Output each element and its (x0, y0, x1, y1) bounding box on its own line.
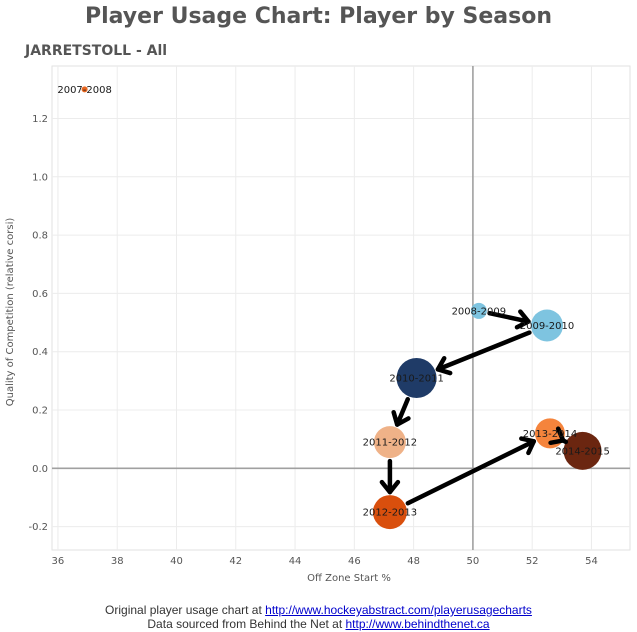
data-label: 2007-2008 (57, 85, 112, 96)
data-label: 2013-2014 (523, 429, 578, 440)
footer-line-1: Original player usage chart at http://ww… (0, 603, 637, 617)
trajectory-segment (405, 439, 537, 506)
x-tick-label: 46 (348, 556, 361, 567)
trajectory-arrowhead (379, 479, 401, 495)
y-tick-label: 0.2 (32, 406, 48, 417)
y-tick-label: 0.6 (32, 289, 48, 300)
data-point (470, 302, 487, 319)
x-tick-label: 44 (289, 556, 302, 567)
x-tick-label: 42 (229, 556, 242, 567)
data-label: 2008-2009 (452, 306, 507, 317)
scatter-chart: 36 38 40 42 44 46 48 50 52 54 -0.2 0.0 0.2 0.4 0.6 0.8 1… (5, 65, 631, 584)
y-tick-label: 1.0 (32, 172, 48, 183)
plot-area (51, 65, 631, 551)
x-tick-label: 48 (407, 556, 420, 567)
data-label: 2009-2010 (520, 321, 575, 332)
trajectory-segment (487, 310, 531, 324)
x-axis-label: Off Zone Start % (307, 573, 391, 584)
data-label: 2012-2013 (363, 508, 418, 519)
y-tick-label: 0.8 (32, 231, 48, 242)
x-tick-label: 38 (111, 556, 124, 567)
footer-line-2: Data sourced from Behind the Net at http… (0, 617, 637, 631)
trajectory-arrowhead (435, 355, 453, 376)
trajectory-arrowhead (514, 309, 531, 330)
data-point (563, 431, 602, 470)
data-point (373, 426, 406, 459)
data-point (372, 495, 407, 530)
x-tick-label: 54 (585, 556, 598, 567)
data-point (81, 86, 88, 93)
data-label: 2014-2015 (555, 446, 610, 457)
trajectory-segment (435, 330, 532, 372)
x-tick-label: 50 (467, 556, 480, 567)
data-point (396, 357, 437, 398)
y-tick-label: 1.2 (32, 114, 48, 125)
x-tick-label: 36 (52, 556, 65, 567)
hockeyabstract-link[interactable]: http://www.hockeyabstract.com/playerusag… (265, 603, 532, 617)
data-label: 2010-2011 (389, 373, 444, 384)
x-tick-label: 52 (526, 556, 539, 567)
chart-subtitle: JARRETSTOLL - All (25, 43, 168, 59)
chart-title: Player Usage Chart: Player by Season (84, 4, 553, 29)
y-axis-label: Quality of Competition (relative corsi) (5, 218, 16, 407)
y-tick-label: -0.2 (28, 522, 48, 533)
footer-line-2-text: Data sourced from Behind the Net at (147, 617, 346, 631)
behindthenet-link[interactable]: http://www.behindthenet.ca (345, 617, 490, 631)
trajectory-arrowhead (519, 436, 537, 456)
footer-line-1-text: Original player usage chart at (105, 603, 266, 617)
trajectory-arrowhead (391, 410, 411, 427)
trajectory-segment (394, 396, 411, 427)
data-point (531, 309, 564, 342)
y-tick-label: 0.0 (32, 464, 48, 475)
x-tick-label: 40 (170, 556, 183, 567)
trajectory-arrowhead (548, 426, 566, 446)
y-tick-label: 0.4 (32, 347, 48, 358)
data-label: 2011-2012 (363, 438, 418, 449)
